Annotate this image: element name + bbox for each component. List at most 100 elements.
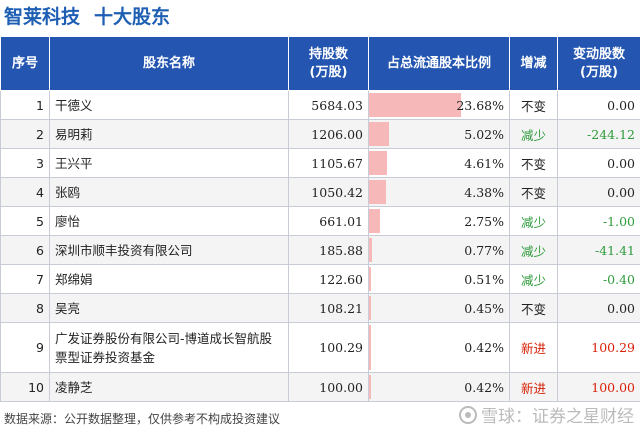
- shares-value: 1206.00: [288, 119, 369, 149]
- shares-value: 5684.03: [288, 90, 369, 120]
- ratio-value: 4.38%: [464, 184, 504, 200]
- table-row: 5 廖怡 661.01 2.75% 减少 -1.00: [0, 206, 640, 236]
- table-header-row: 序号 股东名称 持股数 (万股) 占总流通股本比例 增减 变动股数 (万股): [0, 36, 640, 91]
- ratio-bar: [369, 238, 372, 262]
- change-amount: 0.00: [557, 90, 640, 120]
- ratio-bar: [369, 122, 389, 146]
- shares-value: 122.60: [288, 264, 369, 294]
- table-row: 8 吴亮 108.21 0.45% 不变 0.00: [0, 293, 640, 323]
- ratio-value: 4.61%: [464, 155, 504, 171]
- row-index: 10: [0, 372, 50, 402]
- change-badge: 不变: [509, 293, 558, 323]
- holder-name: 易明莉: [49, 119, 289, 149]
- change-badge: 新进: [509, 322, 558, 373]
- table-row: 4 张鸥 1050.42 4.38% 不变 0.00: [0, 177, 640, 207]
- holder-name: 凌静芝: [49, 372, 289, 402]
- change-amount: -0.40: [557, 264, 640, 294]
- col-shares-label: 持股数 (万股): [308, 46, 348, 80]
- change-badge: 减少: [509, 206, 558, 236]
- ratio-cell: 0.42%: [368, 322, 510, 373]
- col-change: 增减: [509, 36, 558, 91]
- ratio-value: 0.42%: [464, 340, 504, 355]
- col-ratio: 占总流通股本比例: [368, 36, 510, 91]
- change-badge: 新进: [509, 372, 558, 402]
- table-row: 9 广发证券股份有限公司-博道成长智航股票型证券投资基金 100.29 0.42% 新进…: [0, 322, 640, 373]
- change-amount: 0.00: [557, 177, 640, 207]
- ratio-cell: 4.61%: [368, 148, 510, 178]
- page-title: 智莱科技 十大股东: [4, 2, 170, 32]
- ratio-cell: 23.68%: [368, 90, 510, 120]
- change-amount: -41.41: [557, 235, 640, 265]
- ratio-value: 23.68%: [456, 97, 504, 113]
- row-index: 6: [0, 235, 50, 265]
- row-index: 8: [0, 293, 50, 323]
- ratio-value: 0.45%: [464, 300, 504, 316]
- table-row: 2 易明莉 1206.00 5.02% 减少 -244.12: [0, 119, 640, 149]
- change-badge: 不变: [509, 177, 558, 207]
- data-source-note: 数据来源：公开数据整理，仅供参考不构成投资建议: [4, 412, 281, 426]
- change-badge: 不变: [509, 90, 558, 120]
- holder-name: 王兴平: [49, 148, 289, 178]
- shares-value: 100.00: [288, 372, 369, 402]
- ratio-value: 5.02%: [464, 126, 504, 142]
- col-change-amount: 变动股数 (万股): [557, 36, 640, 91]
- shares-value: 661.01: [288, 206, 369, 236]
- row-index: 3: [0, 148, 50, 178]
- change-badge: 减少: [509, 235, 558, 265]
- row-index: 2: [0, 119, 50, 149]
- ratio-value: 0.42%: [464, 379, 504, 395]
- change-badge: 不变: [509, 148, 558, 178]
- ratio-bar: [369, 93, 461, 117]
- ratio-cell: 0.77%: [368, 235, 510, 265]
- col-index: 序号: [0, 36, 50, 91]
- ratio-bar: [369, 325, 371, 370]
- holder-name: 郑绵娟: [49, 264, 289, 294]
- change-amount: 100.29: [557, 322, 640, 373]
- col-holder-name: 股东名称: [49, 36, 289, 91]
- shares-value: 1105.67: [288, 148, 369, 178]
- holder-name: 廖怡: [49, 206, 289, 236]
- section-title: 十大股东: [94, 6, 171, 28]
- ratio-cell: 0.45%: [368, 293, 510, 323]
- change-amount: -244.12: [557, 119, 640, 149]
- ratio-cell: 5.02%: [368, 119, 510, 149]
- change-badge: 减少: [509, 264, 558, 294]
- row-index: 5: [0, 206, 50, 236]
- ratio-bar: [369, 180, 387, 204]
- shares-value: 1050.42: [288, 177, 369, 207]
- brand-text: 雪球：证券之星财经: [481, 407, 634, 427]
- company-name: 智莱科技: [4, 6, 81, 28]
- ratio-bar: [369, 209, 380, 233]
- ratio-value: 0.51%: [464, 271, 504, 287]
- col-change-amount-label: 变动股数 (万股): [572, 46, 625, 80]
- row-index: 9: [0, 322, 50, 373]
- row-index: 1: [0, 90, 50, 120]
- row-index: 7: [0, 264, 50, 294]
- ratio-bar: [369, 267, 371, 291]
- ratio-value: 0.77%: [464, 242, 504, 258]
- ratio-cell: 2.75%: [368, 206, 510, 236]
- change-amount: 100.00: [557, 372, 640, 402]
- shareholders-table: 序号 股东名称 持股数 (万股) 占总流通股本比例 增减 变动股数 (万股) 1 干德…: [0, 36, 640, 402]
- ratio-bar: [369, 296, 371, 320]
- table-row: 1 干德义 5684.03 23.68% 不变 0.00: [0, 90, 640, 120]
- holder-name: 深圳市顺丰投资有限公司: [49, 235, 289, 265]
- change-badge: 减少: [509, 119, 558, 149]
- change-amount: -1.00: [557, 206, 640, 236]
- table-row: 7 郑绵娟 122.60 0.51% 减少 -0.40: [0, 264, 640, 294]
- ratio-cell: 0.42%: [368, 372, 510, 402]
- change-amount: 0.00: [557, 148, 640, 178]
- holder-name: 广发证券股份有限公司-博道成长智航股票型证券投资基金: [49, 322, 289, 373]
- table-row: 6 深圳市顺丰投资有限公司 185.88 0.77% 减少 -41.41: [0, 235, 640, 265]
- shares-value: 100.29: [288, 322, 369, 373]
- shares-value: 108.21: [288, 293, 369, 323]
- shares-value: 185.88: [288, 235, 369, 265]
- ratio-cell: 0.51%: [368, 264, 510, 294]
- col-shares: 持股数 (万股): [288, 36, 369, 91]
- watermark-brand: 雪球：证券之星财经: [459, 402, 634, 427]
- table-row: 10 凌静芝 100.00 0.42% 新进 100.00: [0, 372, 640, 402]
- change-amount: 0.00: [557, 293, 640, 323]
- holder-name: 干德义: [49, 90, 289, 120]
- ratio-value: 2.75%: [464, 213, 504, 229]
- xueqiu-logo-icon: [459, 405, 477, 424]
